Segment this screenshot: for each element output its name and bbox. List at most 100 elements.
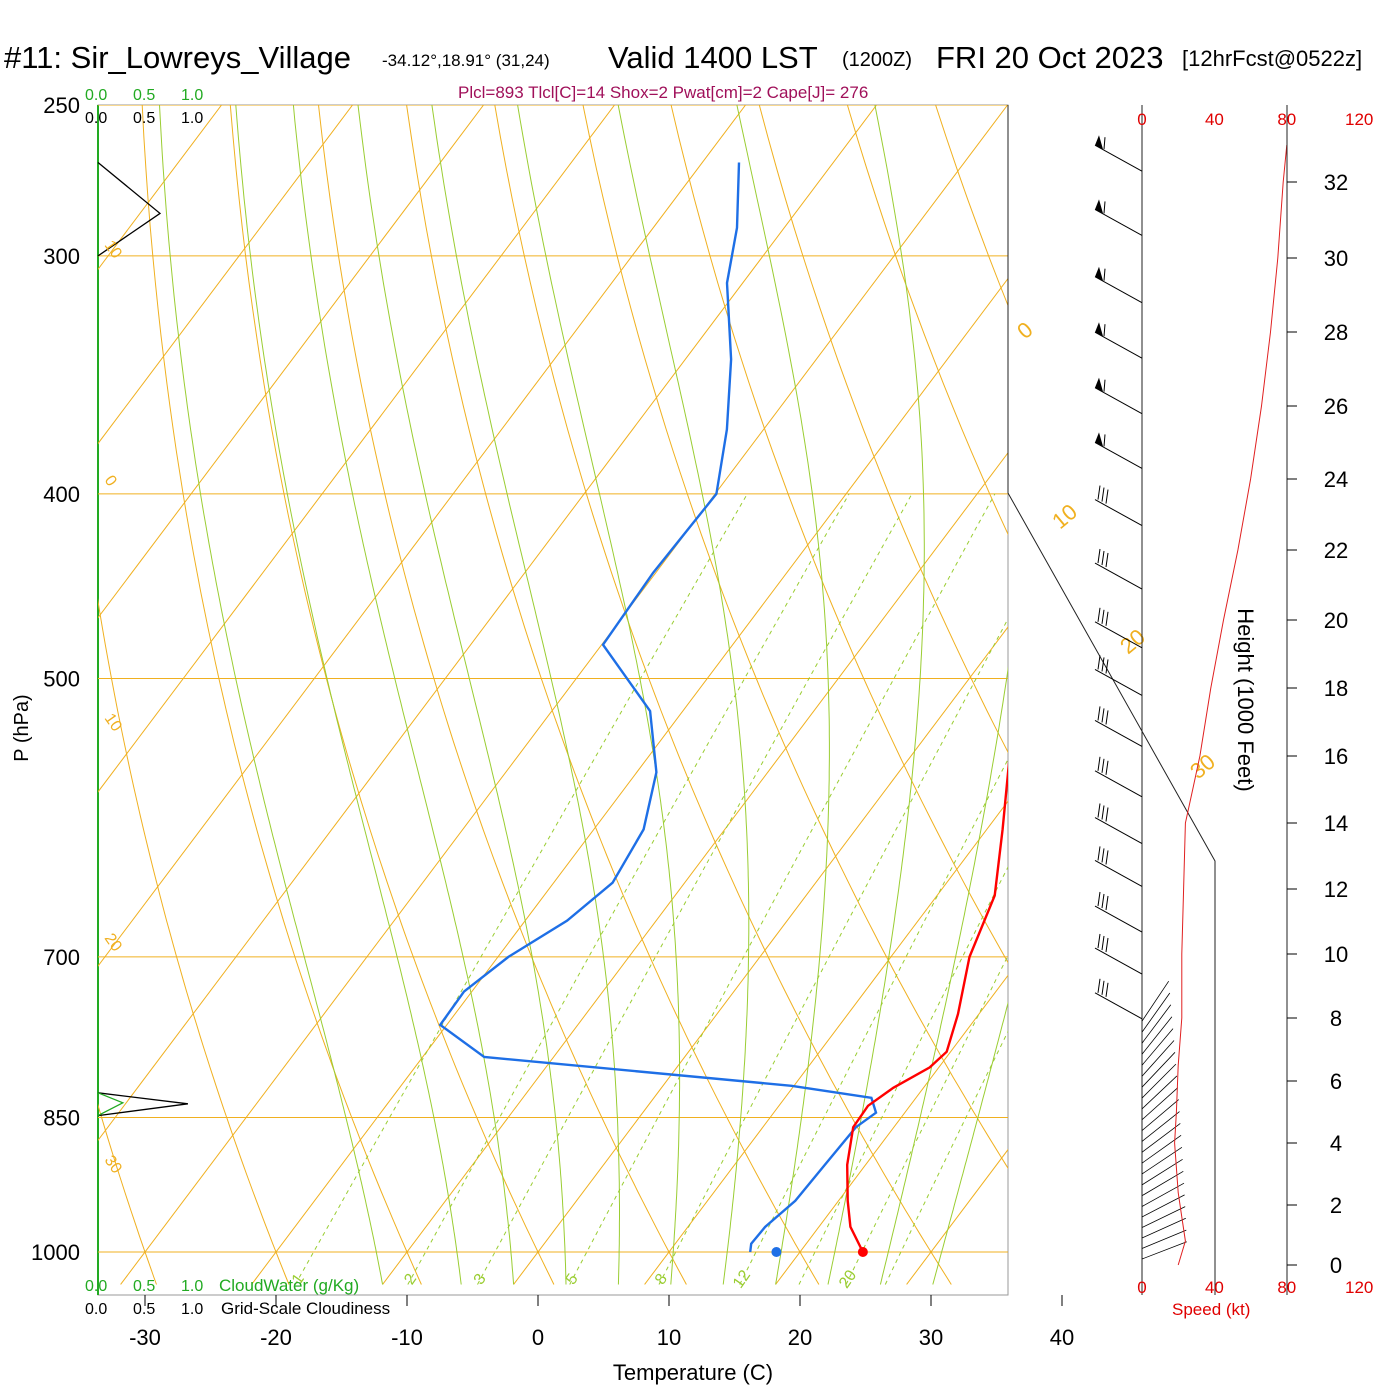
wind-speed-line	[1174, 144, 1288, 1266]
wind-barb-feather	[1103, 324, 1106, 337]
height-tick-label: 14	[1324, 811, 1348, 836]
wind-barb-feather	[1105, 710, 1109, 725]
wind-barb-feather	[1105, 895, 1109, 911]
wind-barb-shaft	[1094, 499, 1143, 527]
dry-adiabat	[229, 105, 555, 1285]
isotherm-label: 20	[101, 931, 125, 955]
cloudiness-tick-bottom: 1.0	[181, 1301, 203, 1318]
height-tick-label: 24	[1324, 467, 1348, 492]
cloudwater-tick-bottom: 0.0	[85, 1278, 107, 1295]
dry-adiabat	[1200, 105, 1400, 1285]
isotherm	[382, 451, 1008, 1285]
wind-barb-feather	[1101, 708, 1105, 723]
wind-barbs	[1094, 135, 1187, 1260]
wind-barb-feather	[1103, 268, 1106, 281]
moist-adiabat	[431, 105, 620, 1285]
wind-barb-feather	[1097, 756, 1101, 771]
dry-adiabat	[758, 105, 1008, 754]
speed-tick-top: 80	[1277, 110, 1296, 129]
isotherm-label: 30	[101, 1153, 125, 1177]
wind-barb-low	[1141, 1040, 1175, 1077]
wind-barb-feather	[1097, 485, 1101, 500]
wind-barb-feather	[1101, 657, 1105, 672]
pressure-tick-label: 700	[43, 945, 80, 970]
wind-barb-low	[1141, 1016, 1173, 1055]
isotherm-label: 10	[101, 711, 125, 735]
isotherm-label: 10	[101, 238, 125, 262]
cloudwater-tick-top: 0.5	[133, 87, 155, 104]
wind-barb-low	[1141, 1182, 1185, 1207]
wind-barb-feather	[1103, 379, 1106, 392]
dry-adiabat	[318, 105, 687, 1285]
profiles	[438, 162, 1008, 1257]
wind-barb-shaft	[1094, 208, 1143, 236]
wind-barb-feather	[1105, 552, 1109, 568]
isotherm	[98, 105, 484, 619]
pressure-tick-label: 250	[43, 93, 80, 118]
wind-barb-feather	[1101, 935, 1105, 951]
wind-barb-shaft	[1094, 770, 1143, 798]
height-tick-label: 30	[1324, 246, 1348, 271]
wind-barb-flag	[1095, 135, 1103, 150]
dry-adiabat	[1376, 105, 1400, 1285]
mixing-ratio-line	[845, 954, 1008, 1285]
dry-adiabat	[670, 105, 1008, 964]
height-tick-label: 26	[1324, 394, 1348, 419]
mixing-ratio-line	[477, 493, 913, 1285]
height-tick-label: 2	[1330, 1193, 1342, 1218]
wind-barb-flag	[1095, 322, 1103, 337]
wind-barb-feather	[1103, 434, 1106, 447]
wind-barb-low	[1141, 992, 1171, 1033]
isotherm	[775, 974, 1008, 1285]
speed-tick-top: 40	[1205, 110, 1224, 129]
plot-boundary	[1007, 105, 1216, 1295]
station-title: #11: Sir_Lowreys_Village	[4, 40, 351, 75]
wind-barb-shaft	[1094, 441, 1143, 469]
mixing-ratio-label: 20	[836, 1267, 860, 1291]
wind-barb-feather	[1103, 201, 1106, 214]
wind-barb-feather	[1105, 489, 1109, 504]
speed-axis-label: Speed (kt)	[1172, 1300, 1250, 1319]
wind-barb-feather	[1097, 978, 1101, 993]
wind-barb-flag	[1095, 377, 1103, 392]
cloudwater-label: CloudWater (g/Kg)	[219, 1276, 359, 1295]
forecast-date: FRI 20 Oct 2023	[936, 40, 1163, 75]
moist-adiabat	[292, 105, 515, 1285]
x-axis-label: Temperature (C)	[613, 1360, 773, 1385]
parcel-indices: Plcl=893 Tlcl[C]=14 Shox=2 Pwat[cm]=2 Ca…	[458, 83, 868, 102]
wind-barb-feather	[1105, 807, 1109, 822]
wind-barb-feather	[1101, 980, 1105, 995]
dry-adiabat	[98, 598, 290, 1285]
moist-adiabat	[827, 105, 925, 1285]
wind-barb-low	[1141, 1075, 1178, 1110]
cloudwater-profile	[97, 1092, 125, 1117]
moist-adiabat	[235, 105, 462, 1285]
wind-barb-feather	[1101, 848, 1105, 863]
cloudiness-tick-bottom: 0.5	[133, 1301, 155, 1318]
wind-barb-low	[1141, 1194, 1185, 1218]
temperature-tick-label: 20	[788, 1325, 812, 1350]
wind-barb-shaft	[1094, 817, 1143, 844]
mixing-ratio-line	[884, 1030, 1008, 1285]
wind-barb-feather	[1105, 659, 1109, 674]
temperature-tick-label: 40	[1050, 1325, 1074, 1350]
cloudwater-tick-bottom: 1.0	[181, 1278, 203, 1295]
wind-barb-feather	[1105, 611, 1109, 626]
dry-adiabat	[494, 105, 952, 1285]
temperature-tick-label: -10	[391, 1325, 423, 1350]
temperature-trace	[845, 760, 1008, 1253]
isotherm	[98, 105, 746, 967]
wind-barb-low	[1141, 1087, 1179, 1121]
dry-adiabat-label: 30	[1185, 749, 1220, 784]
moist-adiabat	[736, 105, 830, 1285]
pressure-tick-label: 850	[43, 1106, 80, 1131]
wind-barb-low	[1141, 1052, 1176, 1088]
pressure-tick-label: 400	[43, 482, 80, 507]
wind-barb-low	[1141, 1241, 1187, 1260]
moist-adiabat	[617, 105, 750, 1285]
pressure-tick-label: 300	[43, 244, 80, 269]
wind-barb-feather	[1097, 891, 1101, 907]
mixing-ratio-label: 5	[563, 1271, 582, 1288]
